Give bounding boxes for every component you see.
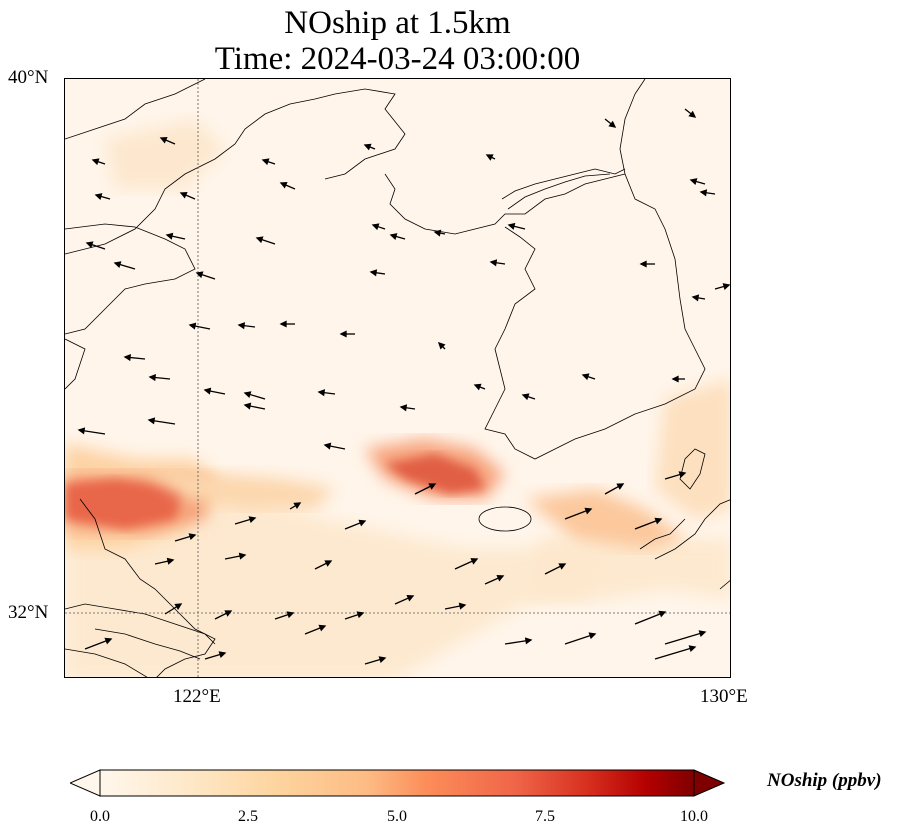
wind-arrow-head	[691, 294, 700, 302]
wind-arrow-head	[148, 374, 156, 382]
gridlines	[65, 79, 730, 677]
coastlines	[65, 79, 730, 677]
wind-arrow-head	[558, 563, 567, 570]
wind-arrow-head	[203, 387, 212, 395]
map-title-line2: Time: 2024-03-24 03:00:00	[214, 41, 581, 77]
lon-label-130e: 130°E	[700, 686, 748, 707]
lat-label-40n: 40°N	[8, 67, 49, 88]
wind-arrow-head	[318, 624, 327, 632]
wind-arrow-head	[584, 507, 593, 515]
colorbar-tick-2: 5.0	[387, 808, 407, 825]
colorbar-label: NOship (ppbv)	[767, 770, 882, 791]
wind-arrow-head	[358, 519, 367, 527]
wind-arrow-head	[94, 193, 103, 200]
wind-arrow-head	[521, 393, 530, 401]
wind-arrow-head	[473, 383, 482, 391]
wind-arrow-head	[279, 320, 287, 328]
wind-arrow-head	[188, 533, 197, 541]
wind-arrow-head	[159, 136, 168, 144]
wind-arrow-head	[689, 178, 698, 185]
wind-arrow-head	[224, 610, 233, 617]
wind-arrow-head	[581, 373, 590, 381]
wind-arrow-head	[433, 229, 442, 237]
wind-arrow-head	[378, 656, 387, 664]
colorbar-tick-1: 2.5	[238, 808, 258, 825]
colorbar-tick-3: 7.5	[535, 808, 555, 825]
wind-arrow-head	[243, 402, 252, 410]
wind-arrow-head	[279, 181, 288, 189]
wind-arrow-head	[323, 442, 332, 450]
wind-arrow-head	[428, 483, 437, 490]
wind-arrow-head	[188, 322, 197, 330]
wind-vectors	[77, 108, 730, 665]
wind-arrow-head	[261, 158, 270, 166]
wind-arrow-head	[195, 271, 204, 279]
wind-arrow-head	[179, 191, 188, 199]
wind-arrow-head	[458, 602, 467, 610]
wind-arrow-head	[678, 471, 687, 479]
wind-arrow	[664, 631, 706, 645]
wind-arrow-head	[608, 120, 617, 128]
wind-arrow-head	[218, 651, 227, 659]
wind-arrow-head	[104, 637, 113, 645]
lat-label-32n: 32°N	[8, 602, 49, 623]
wind-arrow-head	[470, 558, 479, 565]
map-canvas	[65, 79, 730, 677]
map-title-line1: NOship at 1.5km	[284, 5, 511, 41]
wind-arrow-head	[371, 223, 380, 231]
wind-arrow-head	[317, 389, 326, 397]
wind-arrow-head	[406, 595, 415, 602]
wind-arrow-head	[489, 259, 498, 267]
wind-arrow-head	[248, 516, 257, 524]
wind-arrow-head	[324, 560, 333, 567]
wind-arrow-head	[174, 603, 183, 611]
wind-arrow-head	[339, 330, 347, 338]
wind-arrow-head	[639, 260, 647, 268]
wind-arrow-head	[507, 222, 516, 230]
colorbar-tick-4: 10.0	[680, 808, 708, 825]
wind-arrow-head	[369, 269, 378, 277]
wind-arrow-head	[688, 645, 697, 653]
wind-arrow-head	[485, 154, 494, 161]
wind-arrow-head	[588, 632, 597, 640]
colorbar	[70, 769, 725, 797]
wind-arrow-head	[123, 354, 131, 362]
wind-arrow-head	[113, 261, 122, 269]
wind-arrow-head	[524, 637, 533, 645]
wind-arrow-head	[698, 630, 707, 638]
wind-arrow-head	[363, 143, 372, 151]
wind-arrow-head	[255, 236, 264, 244]
wind-arrow-head	[496, 575, 505, 582]
wind-arrow-head	[286, 611, 295, 619]
wind-arrow-head	[77, 427, 86, 435]
wind-arrow-head	[356, 611, 365, 619]
wind-arrow-head	[688, 110, 697, 118]
wind-arrow-head	[85, 241, 94, 249]
wind-arrow	[654, 646, 696, 660]
wind-arrow-head	[243, 391, 252, 399]
wind-arrow-head	[437, 341, 446, 350]
lon-label-122e: 122°E	[173, 686, 221, 707]
wind-arrow-head	[654, 517, 663, 525]
wind-arrow-head	[658, 610, 667, 618]
wind-arrow-head	[671, 375, 679, 383]
concentration-field	[65, 119, 730, 677]
map-panel[interactable]	[64, 78, 731, 678]
wind-arrow-head	[238, 552, 247, 560]
wind-arrow-head	[722, 283, 730, 290]
wind-arrow-head	[616, 483, 625, 490]
wind-arrow-head	[166, 557, 175, 565]
wind-arrow-head	[699, 189, 708, 197]
wind-arrow-head	[91, 158, 100, 166]
wind-arrow-head	[399, 404, 408, 412]
wind-arrow-head	[165, 232, 174, 240]
wind-arrow-head	[389, 233, 398, 240]
wind-arrow-head	[147, 417, 156, 425]
wind-arrow-head	[237, 322, 246, 330]
colorbar-tick-0: 0.0	[90, 808, 110, 825]
wind-arrow-head	[293, 502, 302, 509]
